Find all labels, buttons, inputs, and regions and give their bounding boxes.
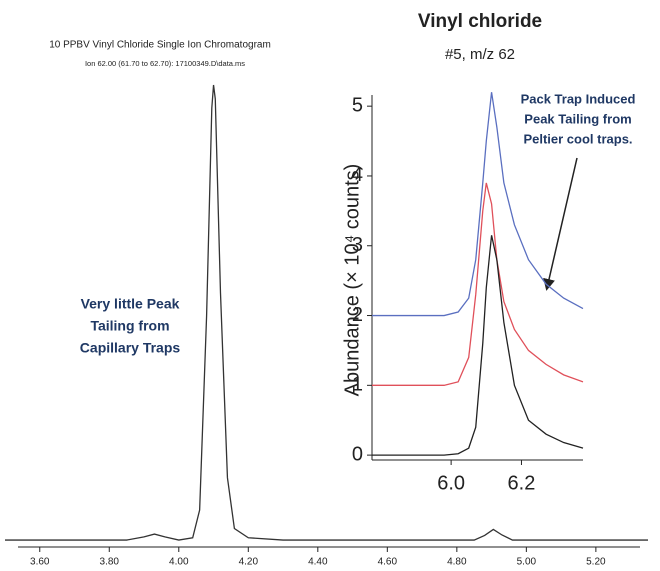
x-tick-label: 4.20 [239, 557, 259, 568]
annotation: Capillary Traps [80, 340, 181, 356]
x-tick-label: 4.00 [169, 557, 189, 568]
data-line [372, 92, 584, 317]
x-tick-label: 6.2 [508, 472, 536, 494]
y-tick-label: 0 [352, 443, 363, 465]
annotation: Peak Tailing from [524, 111, 631, 126]
x-tick-label: 3.60 [30, 557, 50, 568]
annotation: Tailing from [90, 318, 169, 334]
y-axis-label: Abundance (× 10⁴ counts) [341, 164, 363, 397]
y-tick-label: 5 [352, 94, 363, 116]
x-tick-label: 4.80 [447, 557, 467, 568]
data-line [372, 182, 584, 386]
x-tick-label: 4.60 [378, 557, 398, 568]
chart-title: Vinyl chloride [418, 11, 542, 32]
chart-title: 10 PPBV Vinyl Chloride Single Ion Chroma… [49, 40, 271, 51]
x-tick-label: 3.80 [100, 557, 120, 568]
x-tick-label: 4.40 [308, 557, 328, 568]
y-tick-label: 2 [352, 304, 363, 326]
annotation-arrow [543, 157, 578, 291]
data-line [5, 84, 648, 541]
chart-subtitle: Ion 62.00 (61.70 to 62.70): 17100349.D\d… [85, 59, 245, 68]
x-tick-label: 5.20 [586, 557, 606, 568]
x-tick-label: 6.0 [437, 472, 465, 494]
annotation: Pack Trap Induced [521, 91, 636, 106]
x-tick-label: 5.00 [517, 557, 537, 568]
annotation: Peltier cool traps. [523, 131, 632, 146]
data-line [372, 235, 584, 456]
annotation: Very little Peak [81, 296, 180, 312]
y-tick-label: 3 [352, 234, 363, 256]
chart-subtitle: #5, m/z 62 [445, 46, 515, 63]
y-tick-label: 1 [352, 374, 363, 396]
y-tick-label: 4 [352, 164, 363, 186]
